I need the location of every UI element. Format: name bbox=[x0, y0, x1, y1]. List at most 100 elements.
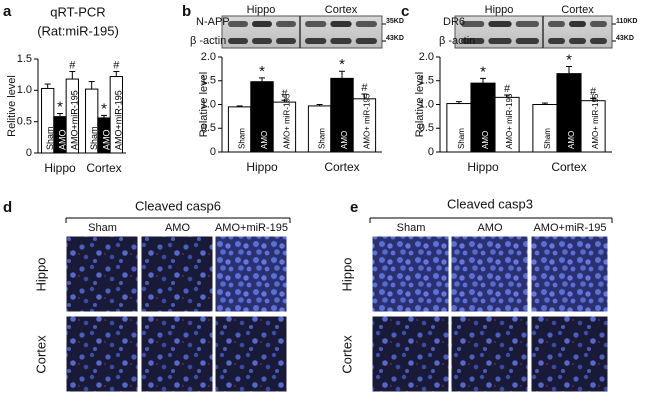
blot-label: DR6 bbox=[443, 16, 465, 28]
y-tick-label: 1.0 bbox=[17, 84, 32, 96]
blot-image bbox=[221, 15, 383, 49]
y-tick-label: 2.0 bbox=[201, 51, 216, 63]
y-axis-label: Relative level bbox=[414, 72, 426, 137]
bar-label: AMO bbox=[57, 129, 67, 150]
micrograph bbox=[140, 235, 214, 313]
blot-band bbox=[252, 38, 272, 44]
blot-band bbox=[515, 21, 539, 27]
y-tick-label: 1.0 bbox=[419, 98, 434, 110]
blot-label: β -actin bbox=[439, 35, 475, 47]
micrograph bbox=[530, 235, 609, 313]
bar-label: AMO bbox=[481, 131, 490, 149]
y-tick-label: 0 bbox=[26, 147, 32, 159]
significance-mark: * bbox=[57, 98, 63, 115]
blot-band bbox=[305, 21, 327, 27]
y-tick-label: 0 bbox=[210, 146, 216, 158]
blot-band bbox=[569, 21, 586, 27]
micrograph bbox=[214, 315, 288, 393]
row-label: Cortex bbox=[33, 335, 48, 374]
micrograph bbox=[140, 315, 214, 393]
blot-label: β -actin bbox=[190, 35, 226, 47]
y-tick-label: 1.0 bbox=[201, 98, 216, 110]
micrograph bbox=[450, 315, 529, 393]
blot-region: Cortex bbox=[561, 4, 594, 16]
blot-band bbox=[590, 38, 607, 44]
y-tick-label: 1.5 bbox=[419, 75, 434, 87]
blot-band bbox=[590, 21, 607, 27]
bar-label: AMO+ miR-195 bbox=[283, 93, 292, 149]
blot-band bbox=[252, 21, 272, 27]
panel-letter: a bbox=[3, 3, 12, 20]
x-tick-label: Hippo bbox=[44, 161, 76, 175]
column-label: AMO bbox=[165, 222, 191, 234]
bar-label: Sham bbox=[45, 126, 55, 150]
blot-band bbox=[355, 21, 377, 27]
y-tick-label: 0.5 bbox=[201, 122, 216, 134]
panel-title: Cleaved casp6 bbox=[135, 198, 221, 213]
row-label: Hippo bbox=[33, 258, 48, 292]
panel-title: Cleaved casp3 bbox=[447, 196, 533, 211]
panel-letter: c bbox=[401, 3, 409, 20]
micrograph bbox=[371, 235, 450, 313]
micrograph bbox=[450, 235, 529, 313]
y-tick-label: 0 bbox=[428, 146, 434, 158]
column-label: AMO+miR-195 bbox=[215, 222, 288, 234]
significance-mark: # bbox=[504, 83, 511, 95]
blot-band bbox=[569, 38, 586, 44]
bar bbox=[580, 100, 606, 153]
column-label: AMO+miR-195 bbox=[533, 222, 606, 234]
significance-mark: # bbox=[361, 82, 368, 94]
row-label: Hippo bbox=[339, 258, 354, 292]
x-tick-label: Hippo bbox=[467, 160, 499, 174]
blot-band bbox=[228, 38, 248, 44]
significance-mark: * bbox=[480, 63, 486, 80]
blot-band bbox=[548, 21, 565, 27]
blot-region: Cortex bbox=[325, 4, 358, 16]
micrograph bbox=[530, 315, 609, 393]
significance-mark: * bbox=[566, 51, 572, 68]
micrograph bbox=[65, 235, 139, 313]
blot-band bbox=[488, 38, 512, 44]
blot-band bbox=[228, 21, 248, 27]
blot-band bbox=[461, 21, 485, 27]
bar-label: AMO+ miR-195 bbox=[505, 93, 514, 149]
bar-label: AMO+miR-195 bbox=[114, 90, 124, 150]
bar bbox=[470, 82, 496, 153]
panel-letter: b bbox=[182, 3, 191, 20]
y-tick-label: 0.5 bbox=[419, 122, 434, 134]
x-tick-label: Cortex bbox=[551, 160, 586, 174]
bar-label: AMO bbox=[260, 131, 269, 149]
chart-title: qRT-PCR bbox=[50, 4, 105, 19]
bar-label: AMO bbox=[101, 129, 111, 150]
column-label: AMO bbox=[477, 222, 503, 234]
significance-mark: # bbox=[281, 88, 288, 100]
x-tick-label: Hippo bbox=[246, 160, 278, 174]
blot-band bbox=[330, 38, 352, 44]
y-axis-label: Relitive level bbox=[6, 75, 18, 137]
size-label: 110KD bbox=[616, 18, 637, 25]
bar-label: AMO bbox=[340, 131, 349, 149]
y-tick-label: 0.5 bbox=[17, 116, 32, 128]
y-axis-label: Relative level bbox=[198, 72, 210, 137]
blot-band bbox=[548, 38, 565, 44]
bar-label: Sham bbox=[89, 126, 99, 150]
blot-region: Hippo bbox=[485, 4, 514, 16]
bar-label: Sham bbox=[318, 128, 327, 149]
bar bbox=[556, 73, 582, 153]
size-label: 35KD bbox=[386, 18, 404, 25]
significance-mark: * bbox=[101, 100, 107, 117]
panel-letter: d bbox=[3, 199, 12, 216]
blot-band bbox=[330, 21, 352, 27]
x-tick-label: Cortex bbox=[324, 160, 359, 174]
blot-band bbox=[355, 38, 377, 44]
bar-label: AMO+ miR-195 bbox=[363, 93, 372, 149]
column-label: Sham bbox=[397, 222, 426, 234]
micrograph bbox=[214, 235, 288, 313]
panel-letter: e bbox=[350, 199, 358, 216]
chart-subtitle: (Rat:miR-195) bbox=[37, 23, 119, 38]
blot-band bbox=[515, 38, 539, 44]
blot-label: N-APP bbox=[196, 16, 230, 28]
bar-label: Sham bbox=[238, 128, 247, 149]
micrograph bbox=[371, 315, 450, 393]
